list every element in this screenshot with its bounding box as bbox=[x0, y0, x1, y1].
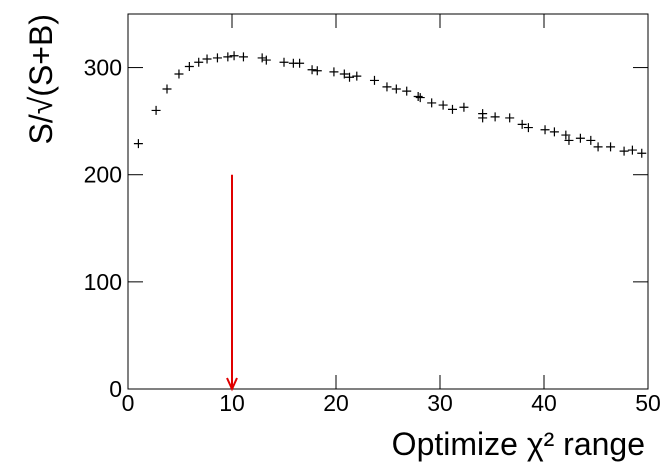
point bbox=[312, 66, 322, 76]
point bbox=[345, 72, 355, 82]
point bbox=[223, 52, 233, 62]
point bbox=[257, 53, 267, 63]
point bbox=[339, 69, 349, 79]
point bbox=[194, 57, 204, 67]
point bbox=[369, 75, 379, 85]
plot-frame bbox=[127, 13, 649, 390]
point bbox=[261, 55, 271, 65]
point bbox=[540, 125, 550, 135]
point bbox=[505, 113, 515, 123]
y-axis-title: S/√(S+B) bbox=[23, 14, 59, 144]
x-axis-title: Optimize χ² range bbox=[392, 426, 645, 462]
point bbox=[212, 53, 222, 63]
point bbox=[415, 93, 425, 103]
y-tick-label: 200 bbox=[84, 162, 122, 188]
point bbox=[307, 65, 317, 75]
point bbox=[202, 54, 212, 64]
point bbox=[593, 142, 603, 152]
point bbox=[447, 104, 457, 114]
point bbox=[586, 135, 596, 145]
point bbox=[295, 58, 305, 68]
y-tick-label: 100 bbox=[84, 269, 122, 295]
point bbox=[564, 135, 574, 145]
point bbox=[606, 142, 616, 152]
y-tick-label: 300 bbox=[84, 55, 122, 81]
point bbox=[151, 105, 161, 115]
point bbox=[402, 86, 412, 96]
point bbox=[619, 146, 629, 156]
point bbox=[413, 92, 423, 101]
point bbox=[229, 51, 239, 61]
point bbox=[438, 100, 448, 110]
x-tick-label: 0 bbox=[122, 390, 135, 416]
point bbox=[517, 119, 527, 129]
x-tick-label: 30 bbox=[427, 390, 453, 416]
point bbox=[391, 84, 401, 94]
x-tick-label: 40 bbox=[531, 390, 557, 416]
point bbox=[279, 57, 289, 67]
point bbox=[478, 113, 488, 123]
point bbox=[352, 71, 362, 81]
point bbox=[490, 112, 500, 122]
y-tick-label: 0 bbox=[109, 376, 122, 402]
point bbox=[382, 82, 392, 92]
x-tick-label: 10 bbox=[219, 390, 245, 416]
point bbox=[427, 98, 437, 108]
point bbox=[133, 139, 143, 149]
point bbox=[561, 130, 571, 140]
x-tick-label: 20 bbox=[323, 390, 349, 416]
x-tick-label: 50 bbox=[635, 390, 661, 416]
point bbox=[238, 52, 248, 62]
arrow bbox=[226, 174, 238, 392]
point bbox=[459, 102, 469, 112]
point bbox=[184, 62, 194, 71]
point bbox=[549, 127, 559, 137]
point bbox=[162, 84, 172, 94]
point bbox=[523, 123, 533, 133]
point bbox=[329, 67, 339, 77]
point bbox=[575, 133, 585, 143]
point bbox=[174, 69, 184, 79]
point bbox=[627, 145, 637, 155]
point bbox=[637, 148, 647, 158]
